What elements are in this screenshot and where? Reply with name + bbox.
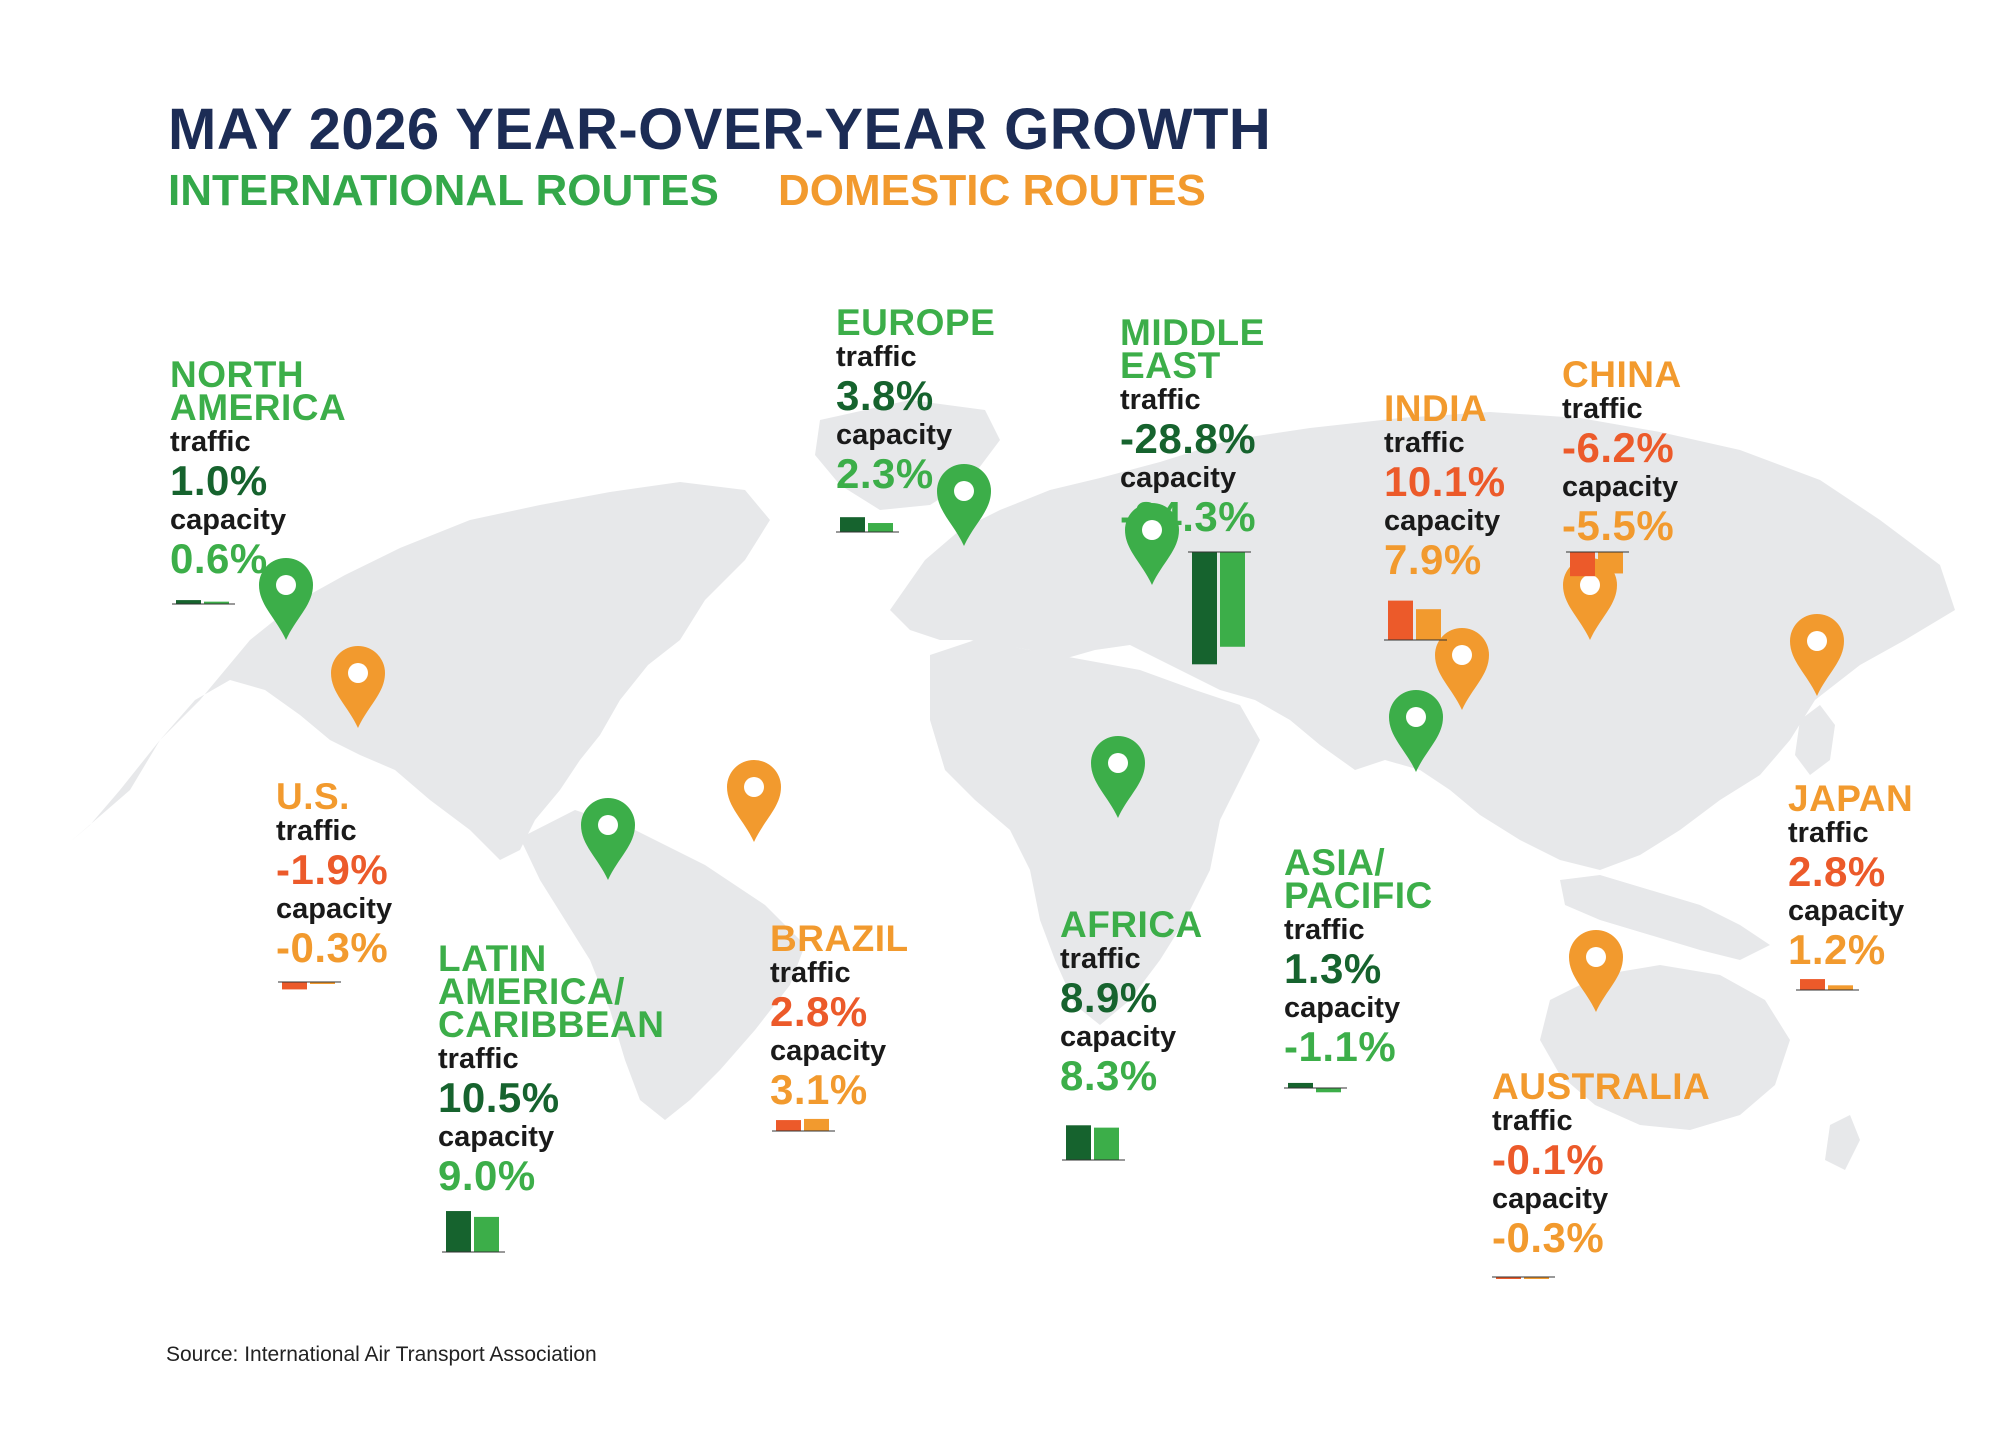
traffic-label: traffic [1562, 393, 1643, 425]
region-japan: JAPAN traffic 2.8% capacity 1.2% [1788, 778, 1914, 973]
traffic-label: traffic [1788, 817, 1869, 849]
region-europe: EUROPE traffic 3.8% capacity 2.3% [836, 302, 996, 497]
traffic-label: traffic [276, 815, 357, 847]
region-india: INDIA traffic 10.1% capacity 7.9% [1384, 388, 1506, 583]
region-name-line: NORTH [170, 354, 305, 395]
traffic-value: 2.8% [770, 988, 868, 1035]
region-name-line: INDIA [1384, 388, 1488, 429]
legend-international-routes: INTERNATIONAL ROUTES [168, 166, 719, 215]
capacity-value: 2.3% [836, 450, 934, 497]
traffic-value: -0.1% [1492, 1136, 1605, 1183]
traffic-value: -1.9% [276, 846, 389, 893]
region-name-line: EAST [1120, 345, 1221, 386]
traffic-label: traffic [1284, 914, 1365, 946]
traffic-label: traffic [1384, 427, 1465, 459]
traffic-label: traffic [1492, 1105, 1573, 1137]
region-name-line: BRAZIL [770, 918, 909, 959]
map-africa [930, 640, 1260, 1025]
capacity-value: -24.3% [1120, 493, 1257, 540]
region-name-line: LATIN [438, 938, 547, 979]
map-south-america [520, 810, 805, 1120]
region-brazil: BRAZIL traffic 2.8% capacity 3.1% [770, 918, 909, 1113]
region-name-line: EUROPE [836, 302, 996, 343]
region-asia-pacific: ASIA/ PACIFIC traffic 1.3% capacity -1.1… [1284, 842, 1433, 1070]
region-name-line: AUSTRALIA [1492, 1066, 1711, 1107]
traffic-value: 10.1% [1384, 458, 1506, 505]
traffic-value: 2.8% [1788, 848, 1886, 895]
traffic-label: traffic [170, 426, 251, 458]
map-north-america [70, 482, 770, 860]
region-china: CHINA traffic -6.2% capacity -5.5% [1562, 354, 1682, 549]
capacity-value: -0.3% [276, 924, 389, 971]
traffic-value: -6.2% [1562, 424, 1675, 471]
region-name-line: AMERICA [170, 387, 347, 428]
traffic-label: traffic [770, 957, 851, 989]
traffic-value: 10.5% [438, 1074, 560, 1121]
capacity-value: 3.1% [770, 1066, 868, 1113]
region-north-america: NORTH AMERICA traffic 1.0% capacity 0.6% [170, 354, 347, 582]
region-name-line: MIDDLE [1120, 312, 1265, 353]
capacity-label: capacity [1060, 1021, 1177, 1053]
capacity-value: -5.5% [1562, 502, 1675, 549]
capacity-label: capacity [1284, 992, 1401, 1024]
capacity-label: capacity [1120, 462, 1237, 494]
map-japan [1795, 705, 1835, 775]
capacity-value: 1.2% [1788, 926, 1886, 973]
region-name-line: PACIFIC [1284, 875, 1433, 916]
capacity-label: capacity [1788, 895, 1905, 927]
traffic-value: 8.9% [1060, 974, 1158, 1021]
traffic-label: traffic [1060, 943, 1141, 975]
traffic-value: -28.8% [1120, 415, 1257, 462]
capacity-value: 7.9% [1384, 536, 1482, 583]
region-name-line: U.S. [276, 776, 350, 817]
capacity-label: capacity [1562, 471, 1679, 503]
region-middle-east: MIDDLE EAST traffic -28.8% capacity -24.… [1120, 312, 1265, 540]
capacity-label: capacity [770, 1035, 887, 1067]
capacity-label: capacity [170, 504, 287, 536]
region-name-line: ASIA/ [1284, 842, 1386, 883]
capacity-label: capacity [1384, 505, 1501, 537]
region-us: U.S. traffic -1.9% capacity -0.3% [276, 776, 393, 971]
traffic-value: 3.8% [836, 372, 934, 419]
capacity-value: 8.3% [1060, 1052, 1158, 1099]
capacity-value: -1.1% [1284, 1023, 1397, 1070]
page-title: MAY 2026 YEAR-OVER-YEAR GROWTH [168, 97, 1272, 162]
region-name-line: JAPAN [1788, 778, 1914, 819]
capacity-label: capacity [276, 893, 393, 925]
capacity-value: -0.3% [1492, 1214, 1605, 1261]
traffic-value: 1.0% [170, 457, 268, 504]
capacity-label: capacity [836, 419, 953, 451]
capacity-value: 0.6% [170, 535, 268, 582]
capacity-label: capacity [1492, 1183, 1609, 1215]
region-australia: AUSTRALIA traffic -0.1% capacity -0.3% [1492, 1066, 1711, 1261]
region-africa: AFRICA traffic 8.9% capacity 8.3% [1060, 904, 1203, 1099]
region-name-line: AMERICA/ [438, 971, 625, 1012]
legend-domestic-routes: DOMESTIC ROUTES [778, 166, 1206, 215]
capacity-value: 9.0% [438, 1152, 536, 1199]
region-name-line: CHINA [1562, 354, 1682, 395]
capacity-label: capacity [438, 1121, 555, 1153]
region-latin-america-caribbean: LATIN AMERICA/ CARIBBEAN traffic 10.5% c… [438, 938, 665, 1199]
map-new-zealand [1825, 1115, 1860, 1170]
source-note: Source: International Air Transport Asso… [166, 1343, 597, 1366]
map-se-asia [1560, 875, 1770, 960]
region-name-line: AFRICA [1060, 904, 1203, 945]
traffic-label: traffic [1120, 384, 1201, 416]
traffic-label: traffic [438, 1043, 519, 1075]
traffic-value: 1.3% [1284, 945, 1382, 992]
traffic-label: traffic [836, 341, 917, 373]
region-name-line: CARIBBEAN [438, 1004, 665, 1045]
